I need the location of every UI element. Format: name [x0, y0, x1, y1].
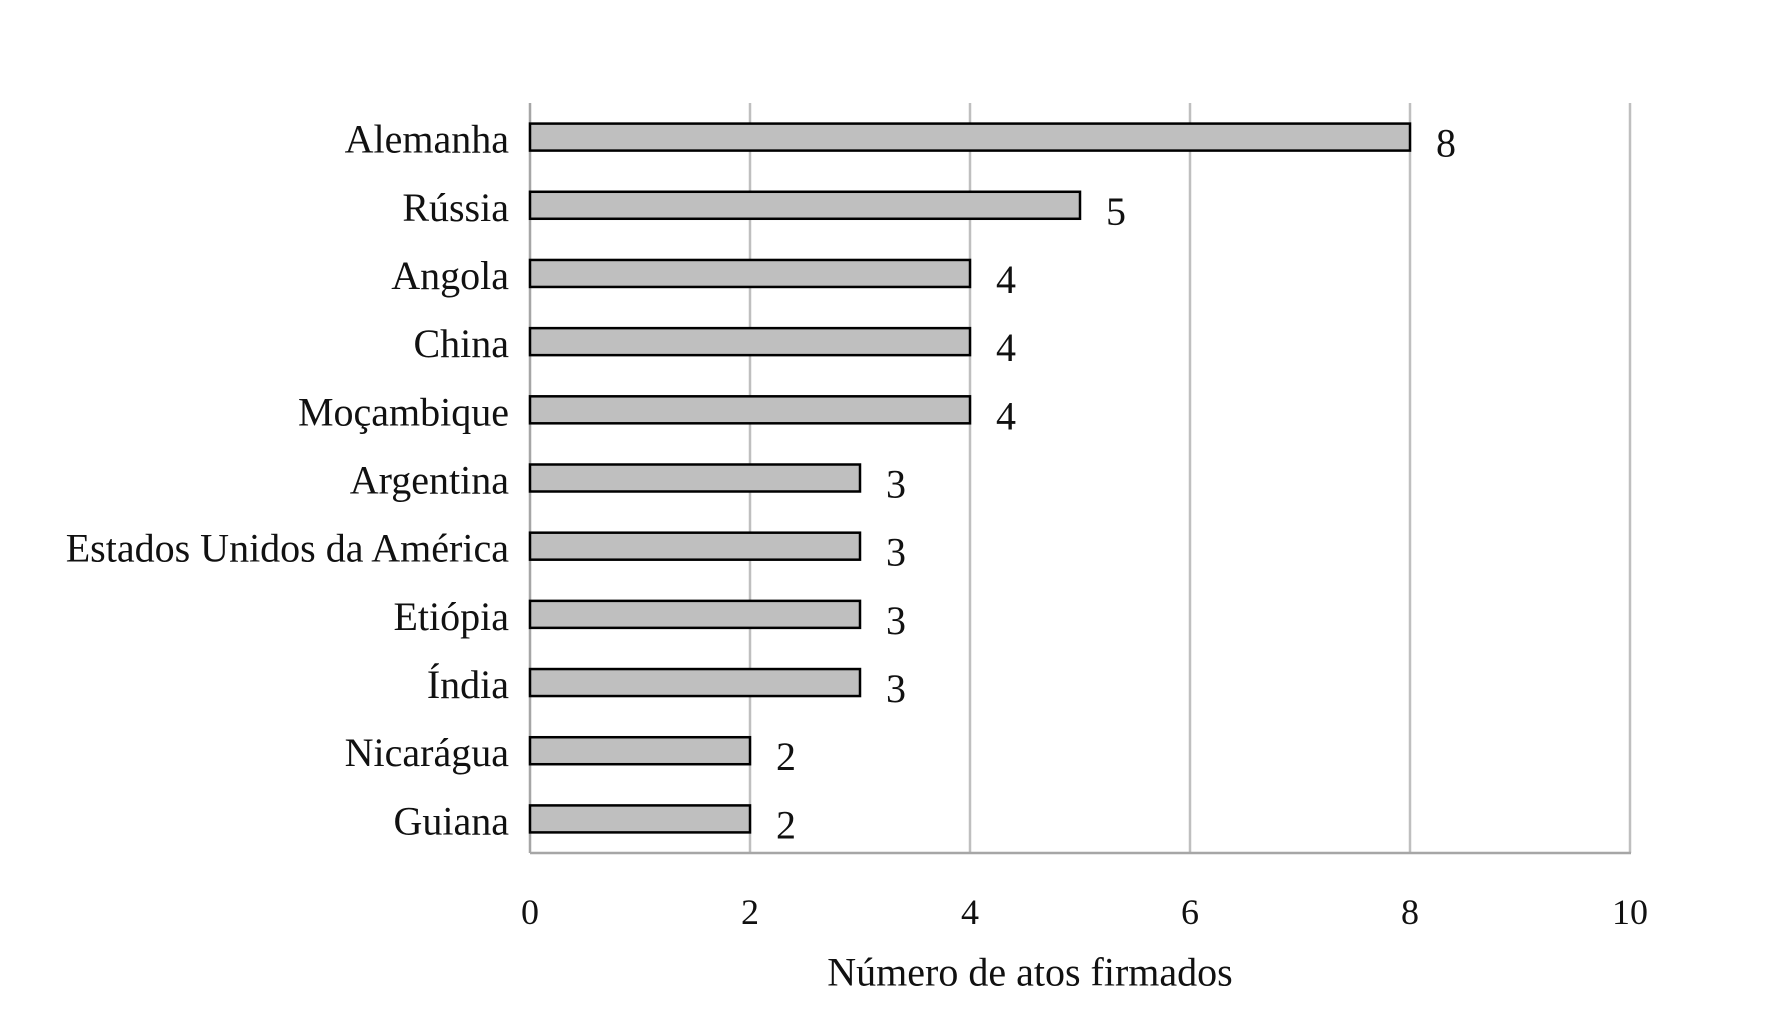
- category-labels: Alemanha Rússia Angola China Moçambique Argen…: [66, 117, 509, 844]
- category-label-1: Rússia: [402, 185, 509, 230]
- category-label-8: Índia: [427, 662, 509, 707]
- value-label-3: 4: [996, 325, 1016, 370]
- bar-4: [528, 395, 972, 425]
- bar-5: [528, 463, 862, 493]
- value-label-6: 3: [886, 530, 906, 575]
- value-label-9: 2: [776, 734, 796, 779]
- x-tick-label-10: 10: [1612, 892, 1648, 932]
- value-labels: 8 5 4 4 4 3 3 3 3 2 2: [776, 121, 1456, 848]
- bar-7: [528, 599, 862, 630]
- category-label-7: Etiópia: [393, 594, 509, 639]
- bar-9: [528, 735, 752, 766]
- value-label-1: 5: [1106, 189, 1126, 234]
- category-label-9: Nicarágua: [345, 730, 510, 775]
- category-label-3: China: [413, 321, 509, 366]
- bar-6: [528, 531, 862, 561]
- value-label-2: 4: [996, 257, 1016, 302]
- category-label-0: Alemanha: [345, 117, 510, 162]
- bar-3: [528, 326, 972, 357]
- bars: [528, 122, 1412, 834]
- category-label-5: Argentina: [350, 458, 509, 503]
- category-label-2: Angola: [391, 253, 509, 298]
- bar-1: [528, 190, 1082, 221]
- category-label-6: Estados Unidos da América: [66, 526, 509, 571]
- value-label-4: 4: [996, 393, 1016, 438]
- gridlines: [748, 103, 1632, 853]
- x-tick-label-8: 8: [1401, 892, 1419, 932]
- value-label-7: 3: [886, 598, 906, 643]
- x-tick-label-6: 6: [1181, 892, 1199, 932]
- x-tick-label-2: 2: [741, 892, 759, 932]
- bar-0: [528, 122, 1412, 152]
- category-label-4: Moçambique: [298, 389, 509, 434]
- category-label-10: Guiana: [393, 798, 509, 843]
- value-label-8: 3: [886, 666, 906, 711]
- bar-2: [528, 258, 972, 289]
- value-label-0: 8: [1436, 121, 1456, 166]
- bar-10: [528, 804, 752, 834]
- value-label-5: 3: [886, 462, 906, 507]
- x-axis-title: Número de atos firmados: [827, 950, 1232, 995]
- bar-8: [528, 667, 862, 698]
- value-label-10: 2: [776, 802, 796, 847]
- x-tick-label-4: 4: [961, 892, 979, 932]
- x-tick-label-0: 0: [521, 892, 539, 932]
- x-tick-labels: 0 2 4 6 8 10: [521, 892, 1648, 932]
